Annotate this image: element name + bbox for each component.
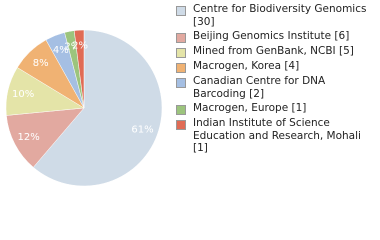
legend: Centre for Biodiversity Genomics [30] Bei… <box>174 3 378 157</box>
legend-swatch <box>176 78 186 88</box>
legend-swatch <box>176 63 186 73</box>
legend-swatch <box>176 6 186 16</box>
slice-label: 12% <box>18 132 40 143</box>
slice-label: 61% <box>131 125 153 136</box>
slice <box>6 107 85 168</box>
slice <box>73 29 85 109</box>
slice-label: 2% <box>64 42 80 53</box>
legend-item: Macrogen, Korea [4] <box>174 60 378 73</box>
slice-label: 4% <box>53 45 69 56</box>
slice-label: 8% <box>33 58 49 69</box>
legend-swatch <box>176 33 186 43</box>
slice-label: 2% <box>72 41 88 52</box>
legend-label: Centre for Biodiversity Genomics [30] <box>193 3 367 28</box>
legend-label: Indian Institute of Science Education an… <box>193 117 361 154</box>
legend-item: Beijing Genomics Institute [6] <box>174 30 378 43</box>
pie-chart: 61% 12% 10% 8% 4%2%2% <box>5 29 163 187</box>
legend-label: Canadian Centre for DNA Barcoding [2] <box>193 75 326 100</box>
slice-label: 10% <box>12 89 34 100</box>
legend-item: Centre for Biodiversity Genomics [30] <box>174 3 378 28</box>
legend-label: Mined from GenBank, NCBI [5] <box>193 45 354 57</box>
legend-item: Macrogen, Europe [1] <box>174 102 378 115</box>
legend-swatch <box>176 105 186 115</box>
legend-swatch <box>176 48 186 58</box>
slice <box>32 29 163 187</box>
legend-item: Canadian Centre for DNA Barcoding [2] <box>174 75 378 100</box>
legend-item: Indian Institute of Science Education an… <box>174 117 378 155</box>
legend-label: Macrogen, Europe [1] <box>193 102 307 114</box>
legend-label: Macrogen, Korea [4] <box>193 60 300 72</box>
legend-swatch <box>176 120 186 130</box>
legend-item: Mined from GenBank, NCBI [5] <box>174 45 378 58</box>
legend-label: Beijing Genomics Institute [6] <box>193 30 350 42</box>
